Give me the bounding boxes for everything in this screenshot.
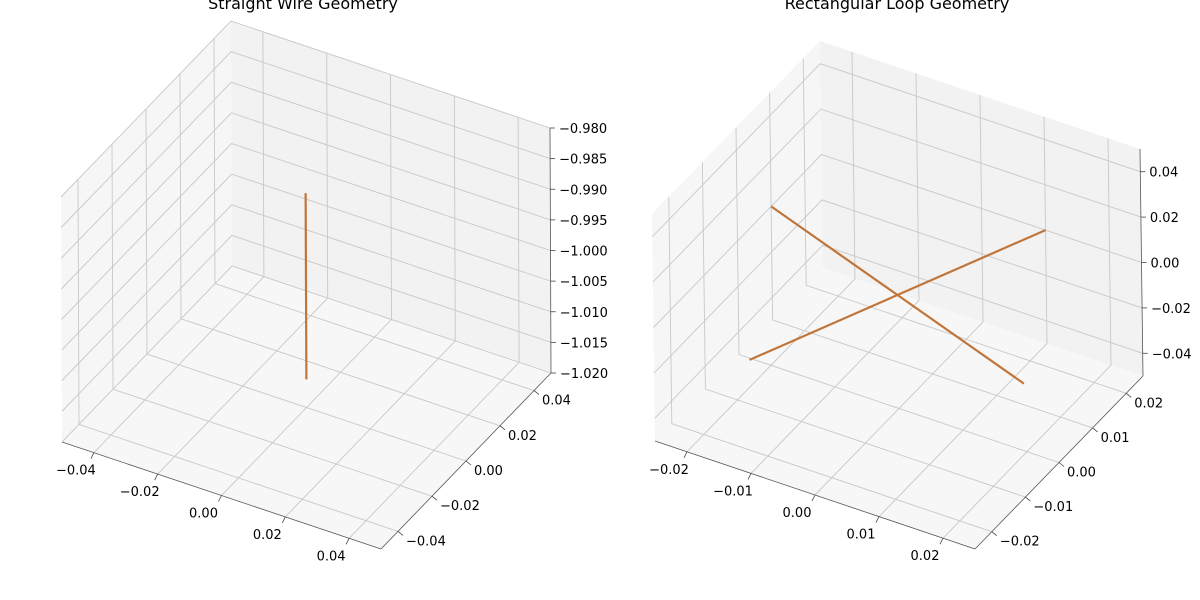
z-ticks: −0.04 −0.02 0.00 0.02 0.04	[1140, 166, 1192, 362]
y-tick-mark	[465, 460, 472, 466]
x-tick-mark	[683, 451, 688, 458]
y-tick-label: 0.01	[1101, 431, 1130, 446]
y-gridline	[668, 196, 992, 533]
y-tick-label: 0.02	[1134, 396, 1163, 411]
y-ticks: −0.02 −0.01 0.00 0.01 0.02	[991, 392, 1163, 550]
z-tick-label: −1.005	[560, 275, 608, 290]
z-gridline	[61, 265, 552, 443]
y-tick-label: −0.02	[1000, 535, 1040, 550]
y-tick-label: −0.01	[1033, 500, 1073, 515]
x-tick-label: −0.01	[713, 484, 753, 499]
x-tick-label: 0.01	[847, 528, 876, 543]
z-gridline	[60, 20, 551, 198]
x-tick-mark	[218, 495, 222, 502]
y-tick-mark	[1025, 496, 1031, 502]
z-ticks: −0.980 −0.985 −0.990 −0.995 −1.000 −1.005 −1.0…	[550, 122, 608, 382]
z-gridline	[652, 108, 1142, 283]
y-tick-label: −0.04	[406, 534, 446, 549]
y-tick-label: 0.04	[542, 394, 571, 409]
z-gridline	[60, 51, 551, 228]
x-gridline	[942, 138, 1112, 539]
z-tick-label: 0.04	[1149, 166, 1178, 181]
grid	[651, 51, 1143, 539]
z-tick-label: −0.980	[559, 122, 607, 137]
y-tick-mark	[1092, 427, 1098, 433]
x-ticks: −0.04 −0.02 0.00 0.02 0.04	[56, 452, 350, 564]
x-tick-label: 0.02	[253, 528, 282, 543]
straight-wire-panel: −0.04 −0.02 0.00 0.02 0.04 −0.04 −0.02 0.00 0.0…	[56, 0, 608, 564]
z-tick-label: −0.985	[559, 153, 607, 168]
x-tick-mark	[875, 516, 880, 523]
chart-title: Straight Wire Geometry	[208, 0, 398, 13]
x-tick-mark	[90, 452, 95, 459]
z-gridline	[651, 63, 1141, 238]
wire-lines	[304, 193, 308, 380]
y-gridline	[769, 92, 1093, 429]
y-gridline	[802, 58, 1127, 394]
y-tick-mark	[1058, 462, 1065, 467]
y-tick-label: 0.02	[508, 429, 537, 444]
z-tick-label: −1.020	[560, 367, 608, 382]
x-gridline	[878, 116, 1048, 517]
x-tick-label: 0.00	[783, 506, 812, 521]
wire-segment	[304, 193, 308, 380]
y-tick-label: 0.00	[1067, 466, 1096, 481]
z-gridline	[61, 204, 551, 382]
y-gridline	[735, 127, 1060, 463]
z-gridline	[61, 234, 552, 412]
z-tick-label: −0.995	[559, 214, 607, 229]
z-gridline	[653, 153, 1142, 328]
x-tick-mark	[811, 494, 816, 502]
x-tick-mark	[281, 516, 286, 524]
z-tick-label: 0.00	[1151, 257, 1180, 272]
x-tick-label: 0.00	[189, 507, 218, 522]
z-tick-label: −0.990	[559, 183, 607, 198]
y-ticks: −0.04 −0.02 0.00 0.02 0.04	[397, 390, 571, 549]
z-tick-label: −1.000	[560, 245, 608, 260]
z-tick-label: −0.02	[1151, 302, 1191, 317]
x-gridline	[686, 51, 856, 453]
wire-lines	[749, 205, 1046, 385]
x-tick-label: −0.04	[56, 464, 96, 479]
z-gridline	[61, 112, 551, 290]
x-tick-label: −0.02	[649, 463, 689, 478]
x-tick-label: 0.02	[911, 549, 940, 564]
wire-segment	[749, 229, 1046, 361]
z-tick-label: −1.015	[560, 336, 608, 351]
x-tick-mark	[345, 538, 350, 545]
x-gridline	[750, 73, 920, 474]
z-gridline	[61, 142, 551, 320]
y-tick-label: 0.00	[474, 464, 503, 479]
x-ticks: −0.02 −0.01 0.00 0.01 0.02	[649, 451, 944, 564]
y-gridline	[701, 162, 1026, 498]
z-tick-label: −1.010	[560, 306, 608, 321]
x-tick-label: 0.04	[317, 549, 346, 564]
y-tick-mark	[1125, 392, 1132, 398]
y-tick-mark	[991, 531, 998, 537]
x-tick-mark	[154, 473, 159, 481]
z-gridline	[654, 244, 1143, 419]
y-tick-mark	[499, 425, 506, 431]
rectangular-loop-panel: −0.02 −0.01 0.00 0.01 0.02 −0.02 −0.01 0.00 0.0…	[649, 0, 1191, 564]
z-gridline	[653, 199, 1143, 374]
chart-title: Rectangular Loop Geometry	[785, 0, 1010, 13]
z-gridline	[61, 173, 551, 351]
z-gridline	[60, 81, 551, 259]
grid	[60, 20, 552, 539]
x-tick-mark	[939, 538, 944, 545]
y-tick-label: −0.02	[440, 499, 480, 514]
y-tick-mark	[397, 531, 404, 536]
x-tick-mark	[747, 473, 752, 480]
x-gridline	[814, 94, 984, 496]
y-tick-mark	[533, 390, 540, 395]
z-tick-label: 0.02	[1150, 211, 1179, 226]
y-tick-mark	[431, 495, 438, 501]
x-tick-label: −0.02	[120, 485, 160, 500]
z-tick-label: −0.04	[1152, 347, 1192, 362]
